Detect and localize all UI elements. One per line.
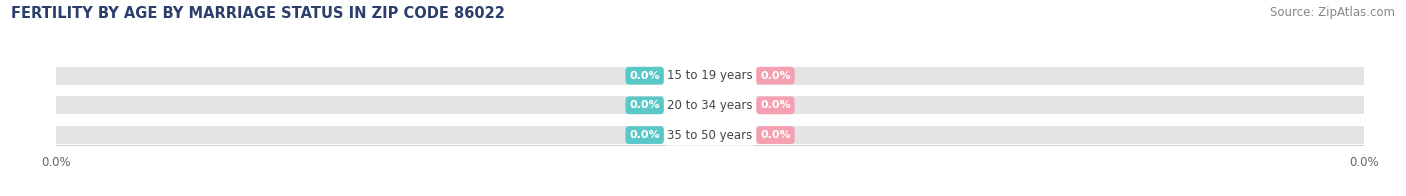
Text: 0.0%: 0.0% <box>630 71 659 81</box>
Legend: Married, Unmarried: Married, Unmarried <box>623 195 797 196</box>
Bar <box>56 126 1364 144</box>
Bar <box>56 67 1364 85</box>
Text: FERTILITY BY AGE BY MARRIAGE STATUS IN ZIP CODE 86022: FERTILITY BY AGE BY MARRIAGE STATUS IN Z… <box>11 6 505 21</box>
Text: 0.0%: 0.0% <box>761 71 790 81</box>
Text: 15 to 19 years: 15 to 19 years <box>668 69 752 82</box>
Text: 35 to 50 years: 35 to 50 years <box>668 129 752 142</box>
Text: 0.0%: 0.0% <box>630 130 659 140</box>
Bar <box>56 96 1364 114</box>
Text: 0.0%: 0.0% <box>761 130 790 140</box>
Text: Source: ZipAtlas.com: Source: ZipAtlas.com <box>1270 6 1395 19</box>
Text: 0.0%: 0.0% <box>630 100 659 110</box>
Text: 20 to 34 years: 20 to 34 years <box>668 99 752 112</box>
Text: 0.0%: 0.0% <box>761 100 790 110</box>
